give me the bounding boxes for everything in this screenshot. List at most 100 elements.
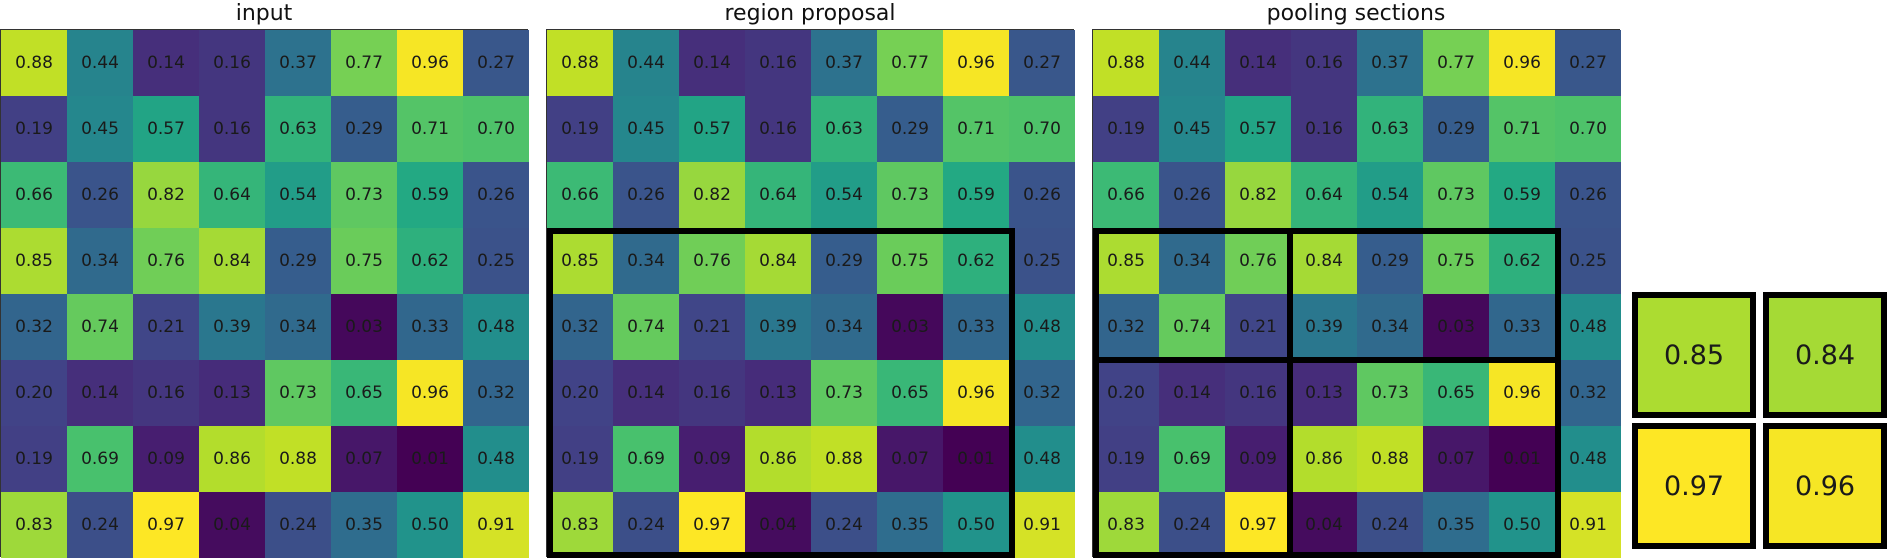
- matrix-cell: 0.20: [1093, 360, 1159, 426]
- matrix-cell: 0.59: [943, 162, 1009, 228]
- matrix-cell: 0.88: [547, 30, 613, 96]
- matrix-cell: 0.34: [67, 228, 133, 294]
- matrix-cell: 0.44: [67, 30, 133, 96]
- matrix-cell: 0.64: [745, 162, 811, 228]
- matrix-cell: 0.03: [331, 294, 397, 360]
- matrix-cell: 0.29: [1423, 96, 1489, 162]
- matrix-cell: 0.66: [1, 162, 67, 228]
- matrix-cell: 0.65: [877, 360, 943, 426]
- matrix-cell: 0.26: [1159, 162, 1225, 228]
- matrix-cell: 0.39: [199, 294, 265, 360]
- matrix-cell: 0.63: [265, 96, 331, 162]
- matrix-cell: 0.34: [811, 294, 877, 360]
- matrix-cell: 0.97: [1225, 492, 1291, 558]
- matrix-cell: 0.75: [331, 228, 397, 294]
- matrix-cell: 0.32: [1009, 360, 1075, 426]
- matrix-cell: 0.64: [199, 162, 265, 228]
- matrix-cell: 0.35: [877, 492, 943, 558]
- matrix-cell: 0.37: [1357, 30, 1423, 96]
- matrix-cell: 0.16: [745, 96, 811, 162]
- matrix-cell: 0.59: [1489, 162, 1555, 228]
- matrix-cell: 0.73: [877, 162, 943, 228]
- matrix-cell: 0.75: [877, 228, 943, 294]
- matrix-cell: 0.26: [1009, 162, 1075, 228]
- matrix-cell: 0.25: [463, 228, 529, 294]
- matrix-cell: 0.14: [613, 360, 679, 426]
- matrix-cell: 0.07: [877, 426, 943, 492]
- matrix-cell: 0.16: [1225, 360, 1291, 426]
- matrix-cell: 0.73: [811, 360, 877, 426]
- matrix-cell: 0.88: [265, 426, 331, 492]
- matrix-cell: 0.71: [1489, 96, 1555, 162]
- matrix-cell: 0.34: [613, 228, 679, 294]
- matrix-cell: 0.84: [745, 228, 811, 294]
- matrix-cell: 0.39: [1291, 294, 1357, 360]
- matrix-cell: 0.25: [1555, 228, 1621, 294]
- matrix-cell: 0.83: [547, 492, 613, 558]
- matrix-cell: 0.74: [613, 294, 679, 360]
- matrix-cell: 0.16: [1291, 30, 1357, 96]
- matrix-cell: 0.86: [745, 426, 811, 492]
- matrix-cell: 0.14: [133, 30, 199, 96]
- pooling-sections-grid: 0.88 0.44 0.14 0.16 0.37 0.77 0.96 0.27 0.19 0.45…: [1092, 29, 1621, 558]
- matrix-cell: 0.84: [1291, 228, 1357, 294]
- matrix-cell: 0.19: [547, 96, 613, 162]
- matrix-cell: 0.03: [877, 294, 943, 360]
- matrix-cell: 0.73: [265, 360, 331, 426]
- matrix-cell: 0.48: [1555, 294, 1621, 360]
- matrix-cell: 0.77: [331, 30, 397, 96]
- matrix-cell: 0.13: [199, 360, 265, 426]
- matrix-cell: 0.73: [1357, 360, 1423, 426]
- matrix-cell: 0.37: [265, 30, 331, 96]
- matrix-cell: 0.32: [547, 294, 613, 360]
- matrix-cell: 0.74: [1159, 294, 1225, 360]
- matrix-cell: 0.96: [943, 30, 1009, 96]
- matrix-cell: 0.19: [1093, 96, 1159, 162]
- matrix-cell: 0.04: [1291, 492, 1357, 558]
- matrix-cell: 0.48: [1555, 426, 1621, 492]
- matrix-cell: 0.20: [547, 360, 613, 426]
- matrix-cell: 0.13: [745, 360, 811, 426]
- matrix-cell: 0.73: [331, 162, 397, 228]
- matrix-cell: 0.32: [1093, 294, 1159, 360]
- matrix-cell: 0.88: [811, 426, 877, 492]
- matrix-cell: 0.64: [1291, 162, 1357, 228]
- matrix-cell: 0.13: [1291, 360, 1357, 426]
- matrix-cell: 0.50: [943, 492, 1009, 558]
- matrix-cell: 0.24: [67, 492, 133, 558]
- matrix-cell: 0.85: [547, 228, 613, 294]
- matrix-cell: 0.45: [613, 96, 679, 162]
- matrix-cell: 0.01: [397, 426, 463, 492]
- matrix-cell: 0.97: [133, 492, 199, 558]
- matrix-cell: 0.27: [463, 30, 529, 96]
- matrix-cell: 0.19: [1093, 426, 1159, 492]
- matrix-cell: 0.24: [613, 492, 679, 558]
- matrix-cell: 0.14: [679, 30, 745, 96]
- matrix-cell: 0.33: [397, 294, 463, 360]
- matrix-cell: 0.85: [1, 228, 67, 294]
- matrix-cell: 0.63: [811, 96, 877, 162]
- matrix-cell: 0.04: [745, 492, 811, 558]
- matrix-cell: 0.19: [547, 426, 613, 492]
- matrix-cell: 0.71: [943, 96, 1009, 162]
- matrix-cell: 0.88: [1093, 30, 1159, 96]
- matrix-cell: 0.34: [1357, 294, 1423, 360]
- matrix-cell: 0.29: [1357, 228, 1423, 294]
- matrix-cell: 0.26: [613, 162, 679, 228]
- matrix-cell: 0.34: [265, 294, 331, 360]
- matrix-cell: 0.01: [1489, 426, 1555, 492]
- matrix-cell: 0.88: [1, 30, 67, 96]
- matrix-cell: 0.96: [397, 30, 463, 96]
- region-proposal-title: region proposal: [724, 1, 896, 26]
- matrix-cell: 0.21: [679, 294, 745, 360]
- matrix-cell: 0.71: [397, 96, 463, 162]
- matrix-cell: 0.44: [1159, 30, 1225, 96]
- matrix-cell: 0.50: [397, 492, 463, 558]
- matrix-cell: 0.57: [133, 96, 199, 162]
- matrix-cell: 0.76: [133, 228, 199, 294]
- matrix-cell: 0.21: [1225, 294, 1291, 360]
- matrix-cell: 0.24: [1159, 492, 1225, 558]
- matrix-cell: 0.27: [1555, 30, 1621, 96]
- matrix-cell: 0.21: [133, 294, 199, 360]
- matrix-cell: 0.62: [1489, 228, 1555, 294]
